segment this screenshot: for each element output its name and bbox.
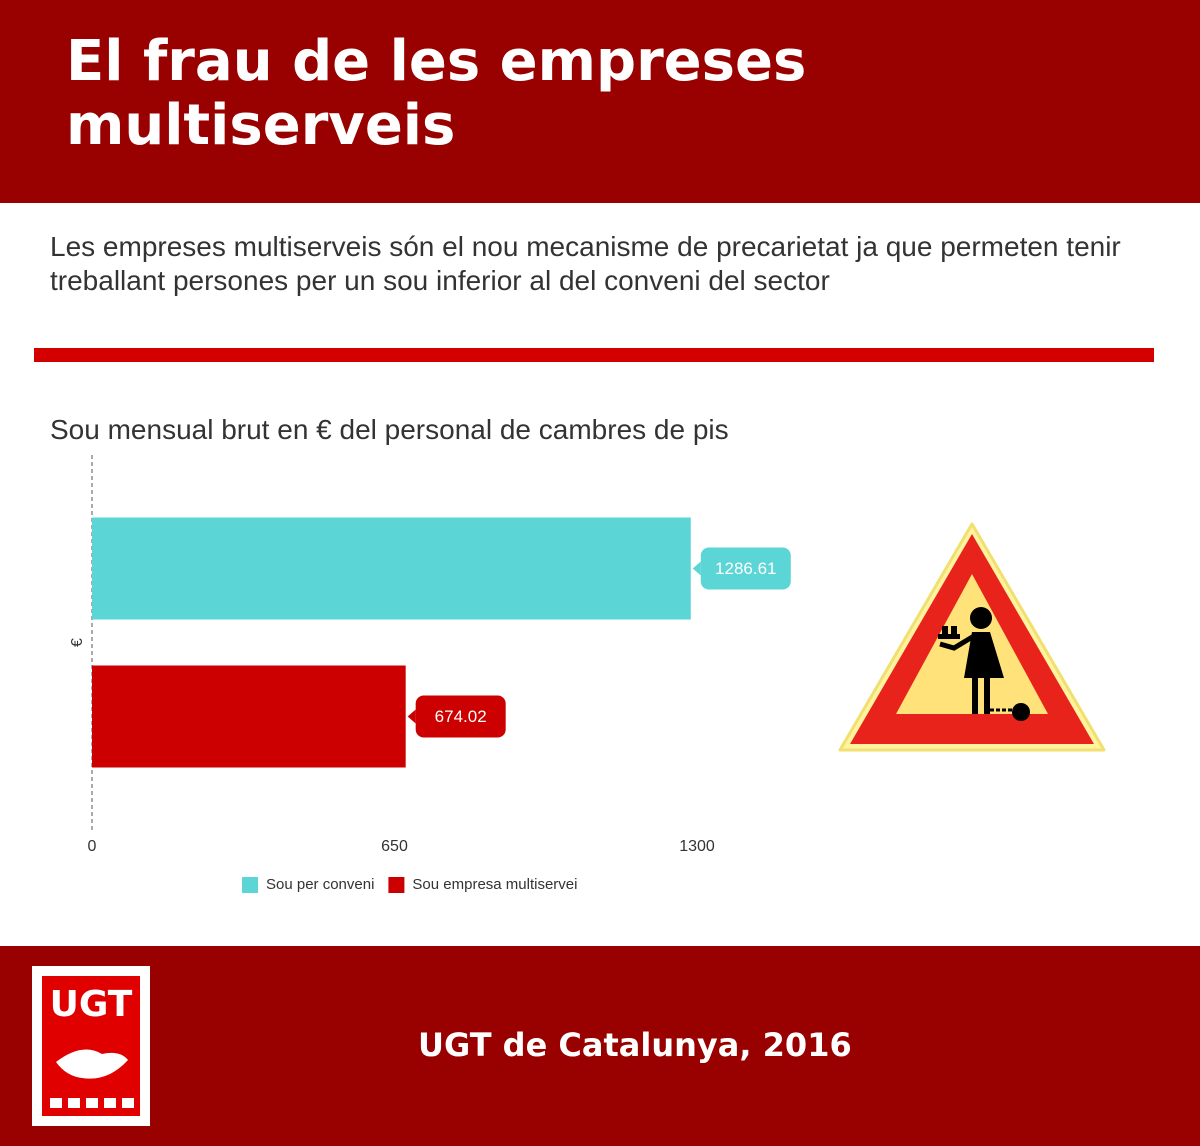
header: El frau de les empreses multiserveis	[0, 0, 1200, 203]
intro-text: Les empreses multiserveis són el nou mec…	[50, 231, 1121, 296]
footer: UGT UGT de Catalunya, 2016	[0, 946, 1200, 1146]
callout-box	[415, 695, 506, 738]
footer-text: UGT de Catalunya, 2016	[418, 1026, 852, 1064]
callout-box	[692, 561, 701, 576]
x-tick-label: 650	[381, 838, 408, 855]
warning-sign	[838, 522, 1106, 752]
logo: UGT	[32, 966, 150, 1126]
value-label: 674.02	[435, 707, 487, 726]
x-tick-label: 0	[88, 838, 97, 855]
logo-hands	[50, 1049, 134, 1108]
page-title: El frau de les empreses multiserveis	[66, 29, 807, 158]
value-callout: 674.02	[407, 695, 506, 738]
divider	[34, 348, 1154, 362]
logo-text: UGT	[49, 984, 133, 1025]
value-callout: 1286.61	[692, 547, 791, 590]
legend-swatch	[242, 877, 258, 893]
chart: €0 650 1300 1286.61 674.02 Sou per conveni Sou…	[69, 455, 791, 893]
logo-badge: UGT	[42, 976, 140, 1116]
callout-box	[700, 547, 791, 590]
value-label: 1286.61	[715, 559, 776, 578]
legend-label: Sou empresa multiservei	[412, 876, 577, 893]
bar	[92, 665, 406, 768]
legend-swatch	[388, 877, 405, 893]
bar	[92, 517, 691, 620]
legend-label: Sou per conveni	[266, 876, 374, 893]
y-axis-label: €	[69, 638, 86, 647]
chart-title: Sou mensual brut en € del personal de ca…	[50, 414, 729, 445]
x-tick-label: 1300	[679, 838, 715, 855]
callout-box	[407, 709, 416, 724]
